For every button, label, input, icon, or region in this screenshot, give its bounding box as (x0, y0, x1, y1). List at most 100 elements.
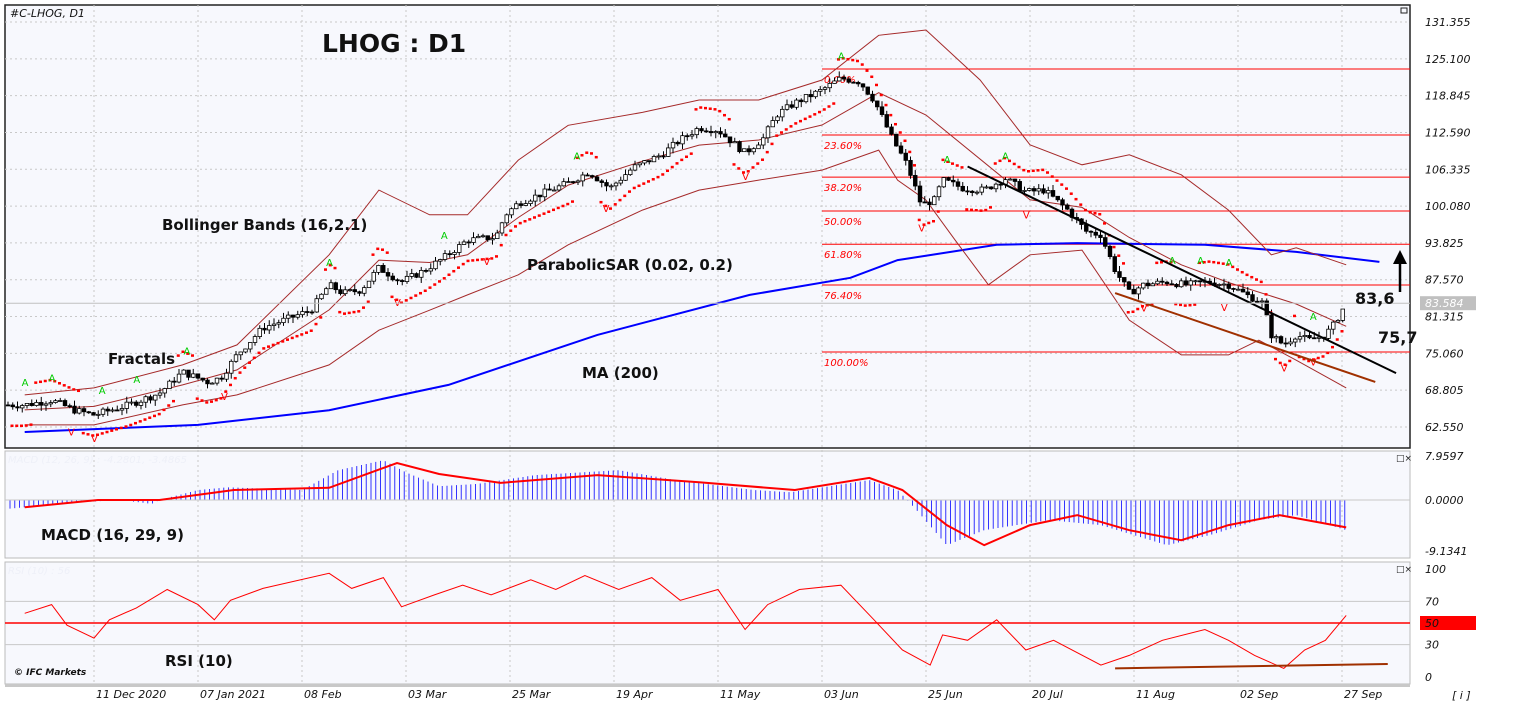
sar-dot (252, 356, 256, 360)
sar-dot (1003, 156, 1007, 160)
candle (1046, 186, 1051, 199)
candle (1255, 297, 1260, 303)
sar-dot (485, 257, 489, 261)
candle-body (713, 131, 718, 134)
candle-body (362, 287, 367, 294)
candle-body (960, 185, 965, 192)
sar-dot (290, 336, 294, 340)
candle-body (490, 238, 495, 241)
sar-dot (1098, 212, 1102, 216)
candle-body (609, 185, 614, 188)
candle (238, 351, 243, 360)
candle-body (1297, 336, 1303, 340)
candle (1022, 186, 1027, 194)
candle-body (428, 268, 433, 272)
maximize-price-pane-icon[interactable] (1400, 7, 1408, 14)
sar-dot (428, 286, 432, 289)
candle-body (1331, 321, 1336, 330)
sar-dot (594, 155, 598, 159)
sar-dot (661, 173, 665, 176)
candle (1141, 282, 1146, 290)
fractal-up-icon: A (574, 152, 581, 163)
sar-dot (737, 167, 741, 170)
sar-dot (29, 423, 33, 426)
macd-pane-controls-icon[interactable]: □× (1396, 454, 1412, 464)
sar-dot (860, 63, 864, 66)
candle-body (637, 162, 642, 166)
candle (1174, 283, 1179, 289)
sar-dot (438, 280, 441, 283)
macd-axis-label: -9.1341 (1425, 545, 1467, 558)
candle (685, 133, 690, 141)
ma200-line (24, 242, 1380, 433)
candle-body (224, 372, 229, 380)
sar-dot (138, 420, 142, 423)
resistance-label: 83,6 (1355, 289, 1394, 308)
candle-body (143, 396, 148, 403)
candle-body (993, 183, 999, 190)
candle (229, 359, 234, 379)
candle (670, 137, 676, 154)
info-button[interactable]: [ i ] (1452, 689, 1471, 702)
current-price-label: 83.584 (1425, 297, 1464, 310)
sar-dot (1274, 357, 1277, 361)
sar-dot (233, 376, 237, 380)
sar-dot (243, 366, 247, 369)
candle-body (214, 377, 220, 384)
candle-body (48, 402, 53, 405)
sar-dot (642, 182, 646, 185)
sar-dot (48, 378, 52, 382)
candle-body (1122, 277, 1127, 283)
candle (1012, 178, 1018, 187)
candle-body (153, 394, 158, 401)
candle-body (884, 114, 889, 128)
sar-dot (457, 266, 460, 269)
candle-body (1231, 288, 1236, 290)
sar-dot (984, 208, 988, 212)
candle-body (998, 183, 1003, 186)
candle-body (314, 298, 319, 313)
candle-body (761, 137, 766, 146)
candle-body (1103, 237, 1108, 247)
sar-dot (1084, 208, 1087, 212)
candle-body (1269, 314, 1274, 339)
candle (233, 351, 239, 363)
fib-level-label: 61.80% (824, 250, 862, 261)
candle (347, 288, 353, 292)
sar-dot (651, 178, 655, 181)
sar-dot (927, 221, 931, 225)
fib-level-label: 100.00% (824, 358, 869, 369)
candle (585, 172, 590, 177)
candle (908, 156, 913, 179)
candle (1269, 309, 1274, 344)
candle-body (423, 269, 429, 272)
candle-body (129, 401, 134, 404)
candle-body (642, 160, 647, 164)
sar-dot (818, 110, 821, 114)
candle (680, 131, 685, 149)
candle-body (347, 289, 353, 291)
sar-dot (813, 113, 817, 116)
candle (946, 176, 951, 181)
candle-body (1164, 281, 1170, 285)
candle (1008, 177, 1013, 181)
time-scrollbar[interactable] (5, 684, 1410, 687)
candle (974, 190, 980, 196)
candle-body (110, 409, 115, 412)
sar-dot (39, 380, 42, 384)
rsi-trendline (1115, 663, 1388, 670)
sar-dot (1226, 263, 1230, 266)
rsi-pane-controls-icon[interactable]: □× (1396, 565, 1412, 575)
candle-body (271, 323, 277, 326)
candle-body (20, 405, 25, 409)
candle (865, 86, 870, 96)
candle-body (742, 148, 747, 153)
candle-body (528, 200, 533, 204)
candle-body (1027, 188, 1032, 191)
candle-body (305, 311, 310, 313)
fractal-down-icon: V (91, 434, 98, 445)
candle-body (751, 148, 756, 153)
bollinger-label: Bollinger Bands (16,2.1) (162, 216, 367, 234)
sar-dot (685, 155, 688, 159)
candle (761, 133, 766, 150)
